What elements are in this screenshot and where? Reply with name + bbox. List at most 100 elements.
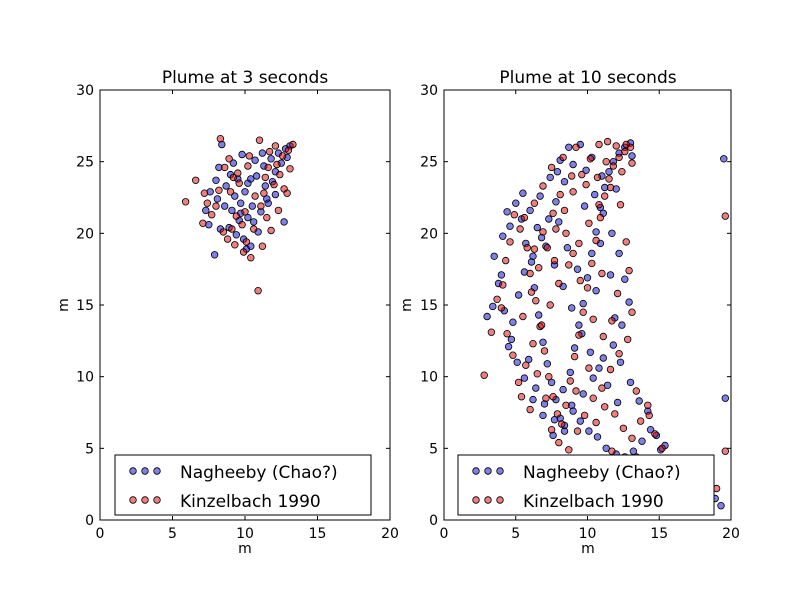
point-series-0 xyxy=(229,159,238,167)
point-series-0 xyxy=(580,202,589,210)
point-series-0 xyxy=(504,342,513,351)
point-series-0 xyxy=(565,143,573,151)
point-series-1 xyxy=(592,418,600,427)
point-series-0 xyxy=(646,426,655,434)
point-series-1 xyxy=(539,182,547,190)
point-series-0 xyxy=(560,177,569,186)
point-series-1 xyxy=(569,188,577,196)
point-series-1 xyxy=(595,140,603,149)
point-series-1 xyxy=(598,269,606,278)
y-tick-label: 15 xyxy=(420,298,438,314)
point-series-0 xyxy=(605,167,613,176)
point-series-1 xyxy=(283,189,291,197)
y-tick-label: 15 xyxy=(76,298,94,314)
legend-label-kinzelbach: Kinzelbach 1990 xyxy=(523,492,664,512)
point-series-1 xyxy=(628,434,636,442)
point-series-0 xyxy=(568,304,576,312)
point-series-1 xyxy=(207,210,216,219)
point-series-0 xyxy=(512,199,520,207)
point-series-1 xyxy=(562,229,570,237)
point-series-1 xyxy=(514,378,523,387)
point-series-1 xyxy=(223,235,232,243)
point-series-1 xyxy=(228,225,236,233)
point-series-0 xyxy=(249,218,258,226)
point-series-1 xyxy=(721,447,729,455)
point-series-1 xyxy=(267,226,275,235)
point-series-1 xyxy=(510,210,518,219)
point-series-0 xyxy=(520,374,529,382)
point-series-1 xyxy=(599,332,607,341)
point-series-1 xyxy=(628,159,636,167)
y-tick-label: 20 xyxy=(76,226,94,242)
point-series-1 xyxy=(191,176,200,184)
point-series-1 xyxy=(636,417,645,425)
point-series-1 xyxy=(555,438,563,447)
point-series-0 xyxy=(638,437,646,445)
point-series-0 xyxy=(228,206,236,215)
plot-3-seconds: Plume at 3 seconds m m 0 5 10 15 20 0 5 10 15 20 2… xyxy=(56,68,399,557)
point-series-0 xyxy=(553,167,562,176)
point-series-0 xyxy=(241,188,249,196)
point-series-0 xyxy=(506,222,514,230)
point-series-1 xyxy=(533,370,541,378)
point-series-1 xyxy=(258,242,267,250)
point-series-1 xyxy=(589,315,597,323)
point-series-0 xyxy=(720,155,728,163)
point-series-0 xyxy=(543,360,551,368)
point-series-0 xyxy=(579,299,587,308)
y-tick-label: 10 xyxy=(420,370,438,386)
point-series-1 xyxy=(245,152,253,160)
point-series-1 xyxy=(263,213,271,222)
point-series-1 xyxy=(562,401,570,409)
point-series-0 xyxy=(529,395,537,404)
point-series-1 xyxy=(721,212,729,220)
x-axis-label: m xyxy=(238,541,252,557)
point-series-1 xyxy=(596,213,605,222)
point-series-1 xyxy=(560,206,569,215)
legend-markers xyxy=(472,467,504,504)
point-series-1 xyxy=(609,162,617,170)
legend-marker-series-0 xyxy=(141,467,149,475)
point-series-1 xyxy=(251,192,259,200)
point-series-1 xyxy=(549,393,557,401)
point-series-0 xyxy=(613,398,622,407)
point-series-1 xyxy=(611,410,619,418)
point-series-1 xyxy=(530,245,539,253)
legend: Nagheeby (Chao?) Kinzelbach 1990 xyxy=(114,454,372,516)
point-series-1 xyxy=(570,352,579,361)
point-series-1 xyxy=(530,199,539,207)
legend-label-nagheeby: Nagheeby (Chao?) xyxy=(180,463,338,483)
point-series-1 xyxy=(576,276,584,285)
point-series-0 xyxy=(536,192,544,200)
point-series-1 xyxy=(608,317,616,325)
point-series-0 xyxy=(582,166,590,174)
point-series-1 xyxy=(276,170,284,179)
point-series-0 xyxy=(513,358,521,366)
point-series-1 xyxy=(585,364,593,372)
point-series-1 xyxy=(487,328,496,336)
point-series-1 xyxy=(565,446,573,454)
point-series-0 xyxy=(499,232,507,240)
point-series-1 xyxy=(181,198,190,206)
point-series-1 xyxy=(559,153,567,162)
point-series-0 xyxy=(529,252,537,260)
point-series-1 xyxy=(601,403,609,411)
point-series-1 xyxy=(503,330,511,338)
point-series-1 xyxy=(493,295,501,303)
point-series-1 xyxy=(578,170,586,179)
point-series-0 xyxy=(592,228,600,236)
point-series-0 xyxy=(592,287,600,295)
point-series-1 xyxy=(615,350,623,358)
point-series-0 xyxy=(251,156,259,164)
point-series-0 xyxy=(263,195,271,203)
legend-markers xyxy=(129,467,161,504)
point-series-1 xyxy=(549,209,557,217)
point-series-0 xyxy=(585,427,593,435)
point-series-0 xyxy=(579,390,587,398)
point-series-0 xyxy=(497,271,506,279)
point-series-0 xyxy=(202,206,210,215)
point-series-1 xyxy=(553,410,562,418)
point-series-0 xyxy=(615,249,623,258)
point-series-0 xyxy=(625,298,633,306)
point-series-1 xyxy=(608,447,616,455)
